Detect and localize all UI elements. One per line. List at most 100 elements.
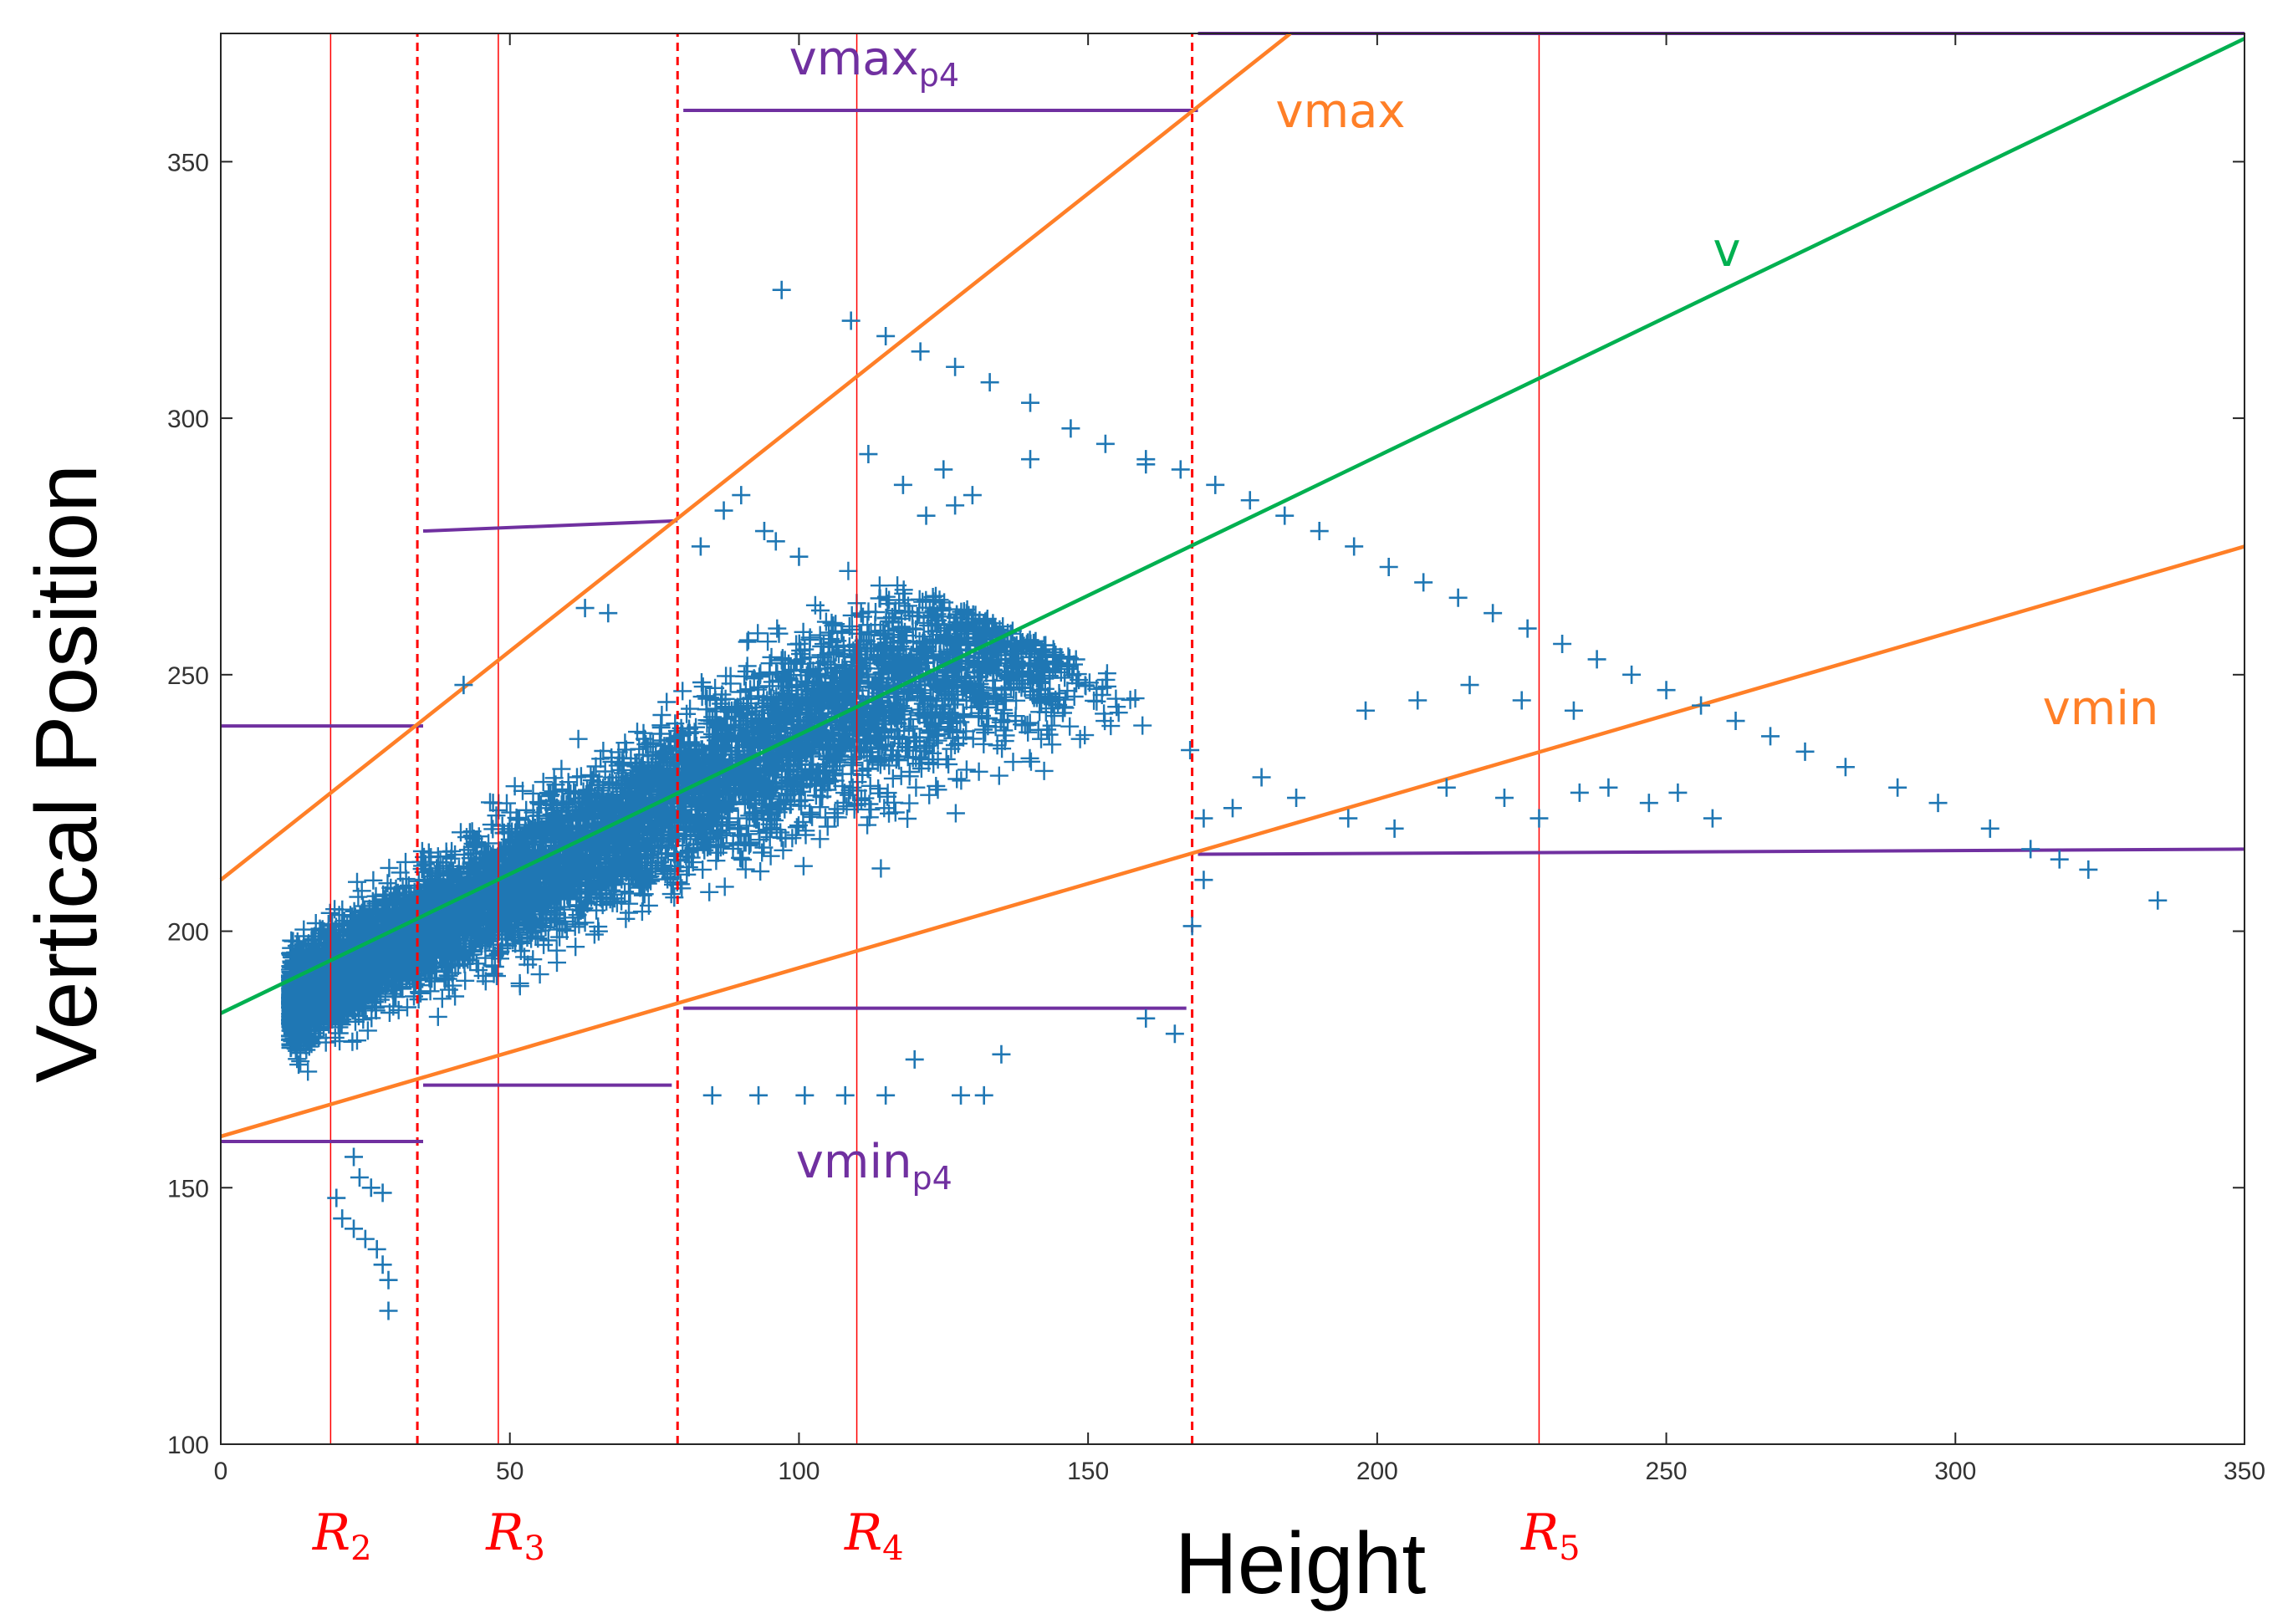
y-tick-label-100: 100 <box>167 1432 209 1459</box>
data-point-15 <box>1310 522 1329 541</box>
data-point-8 <box>1061 419 1080 438</box>
y-tick-label-300: 300 <box>167 406 209 433</box>
line-vmax <box>219 32 1292 881</box>
axis-ticks: 0 50 100 150 200 250 300 350 100 150 200 250 300 350 <box>167 33 2265 1485</box>
data-point-82 <box>599 604 618 623</box>
y-axis-title: Vertical Position <box>18 464 115 1083</box>
data-point-2 <box>841 311 861 330</box>
region-label-R5: R5 <box>1520 1504 1581 1568</box>
label-vmax: vmax <box>1275 84 1405 139</box>
x-tick-label-300: 300 <box>1934 1458 1976 1485</box>
data-point-34 <box>2021 840 2040 859</box>
data-point-46 <box>1385 819 1404 838</box>
data-point-94 <box>859 445 878 464</box>
data-point-59 <box>345 1219 364 1238</box>
data-point-65 <box>350 1168 369 1187</box>
data-point-42 <box>1703 809 1722 828</box>
data-point-27 <box>1726 712 1745 731</box>
data-point-39 <box>1599 778 1618 797</box>
data-point-30 <box>1836 758 1855 777</box>
data-point-81 <box>575 599 595 618</box>
data-point-52 <box>1356 701 1376 720</box>
data-point-45 <box>1437 778 1456 797</box>
p4-segment-2 <box>422 518 678 534</box>
data-point-4 <box>911 342 930 361</box>
data-point-29 <box>1795 742 1815 761</box>
data-point-5 <box>946 357 965 376</box>
data-point-35 <box>2050 850 2069 869</box>
data-point-74 <box>952 1085 971 1105</box>
region-label-R3: R3 <box>485 1504 545 1568</box>
data-point-1 <box>772 280 791 299</box>
x-axis-title: Height <box>1175 1515 1427 1612</box>
data-point-51 <box>1194 809 1213 828</box>
data-point-87 <box>766 532 785 551</box>
data-point-72 <box>835 1085 855 1105</box>
data-point-37 <box>2148 891 2168 910</box>
data-point-55 <box>1512 691 1531 710</box>
data-point-85 <box>732 486 751 505</box>
line-v <box>220 37 2245 1015</box>
data-point-23 <box>1587 650 1606 669</box>
data-point-14 <box>1275 506 1295 525</box>
data-point-3 <box>876 326 896 345</box>
label-vmax-p4: vmaxp4 <box>789 32 959 94</box>
data-point-96 <box>1136 455 1156 474</box>
y-tick-label-150: 150 <box>167 1175 209 1203</box>
scatter-points <box>327 280 2168 1320</box>
data-point-75 <box>974 1085 993 1105</box>
data-point-91 <box>917 506 936 525</box>
data-point-57 <box>327 1188 346 1208</box>
data-point-63 <box>379 1270 398 1289</box>
x-tick-label-150: 150 <box>1067 1458 1109 1485</box>
data-point-7 <box>1021 393 1039 412</box>
y-tick-label-200: 200 <box>167 919 209 947</box>
data-point-80 <box>454 676 473 695</box>
data-point-49 <box>1252 768 1271 787</box>
data-point-16 <box>1345 537 1364 556</box>
label-v: v <box>1713 223 1740 278</box>
data-point-43 <box>1530 809 1549 828</box>
label-vmin: vmin <box>2043 682 2159 736</box>
data-point-56 <box>1564 701 1583 720</box>
data-point-36 <box>2079 860 2098 879</box>
data-point-25 <box>1657 681 1676 700</box>
label-vmin-p4: vminp4 <box>796 1135 952 1197</box>
data-point-11 <box>1171 460 1190 479</box>
data-point-89 <box>946 496 965 515</box>
data-point-26 <box>1692 696 1711 715</box>
data-point-73 <box>876 1085 896 1105</box>
data-point-97 <box>1182 917 1202 936</box>
p4-segment-8 <box>1198 847 2245 856</box>
data-point-71 <box>795 1085 815 1105</box>
data-point-58 <box>333 1209 352 1228</box>
region-label-R4: R4 <box>844 1504 904 1568</box>
x-tick-label-200: 200 <box>1356 1458 1398 1485</box>
data-point-50 <box>1223 799 1242 818</box>
data-point-88 <box>789 547 809 566</box>
data-point-33 <box>1980 819 1999 838</box>
x-tick-label-350: 350 <box>2224 1458 2265 1485</box>
data-point-98 <box>1194 871 1213 890</box>
data-point-12 <box>1206 475 1225 494</box>
y-tick-label-250: 250 <box>167 662 209 690</box>
x-tick-label-0: 0 <box>214 1458 228 1485</box>
data-point-28 <box>1761 727 1780 746</box>
data-point-67 <box>373 1183 392 1203</box>
data-point-86 <box>754 522 774 541</box>
line-vmin <box>220 544 2245 1139</box>
data-point-44 <box>1494 789 1514 808</box>
data-point-79 <box>1165 1024 1184 1044</box>
data-point-60 <box>355 1229 375 1249</box>
plot-frame <box>220 33 2245 1445</box>
region-boundaries <box>329 33 1540 1444</box>
data-point-61 <box>367 1239 386 1259</box>
data-point-17 <box>1379 557 1398 576</box>
data-point-53 <box>1408 691 1427 710</box>
data-point-18 <box>1414 573 1433 592</box>
data-point-95 <box>1021 450 1039 469</box>
data-point-84 <box>714 501 733 520</box>
annotation-labels: v vmax vmin vmaxp4 vminp4 R2 R3 R4 R5 <box>312 32 2158 1568</box>
